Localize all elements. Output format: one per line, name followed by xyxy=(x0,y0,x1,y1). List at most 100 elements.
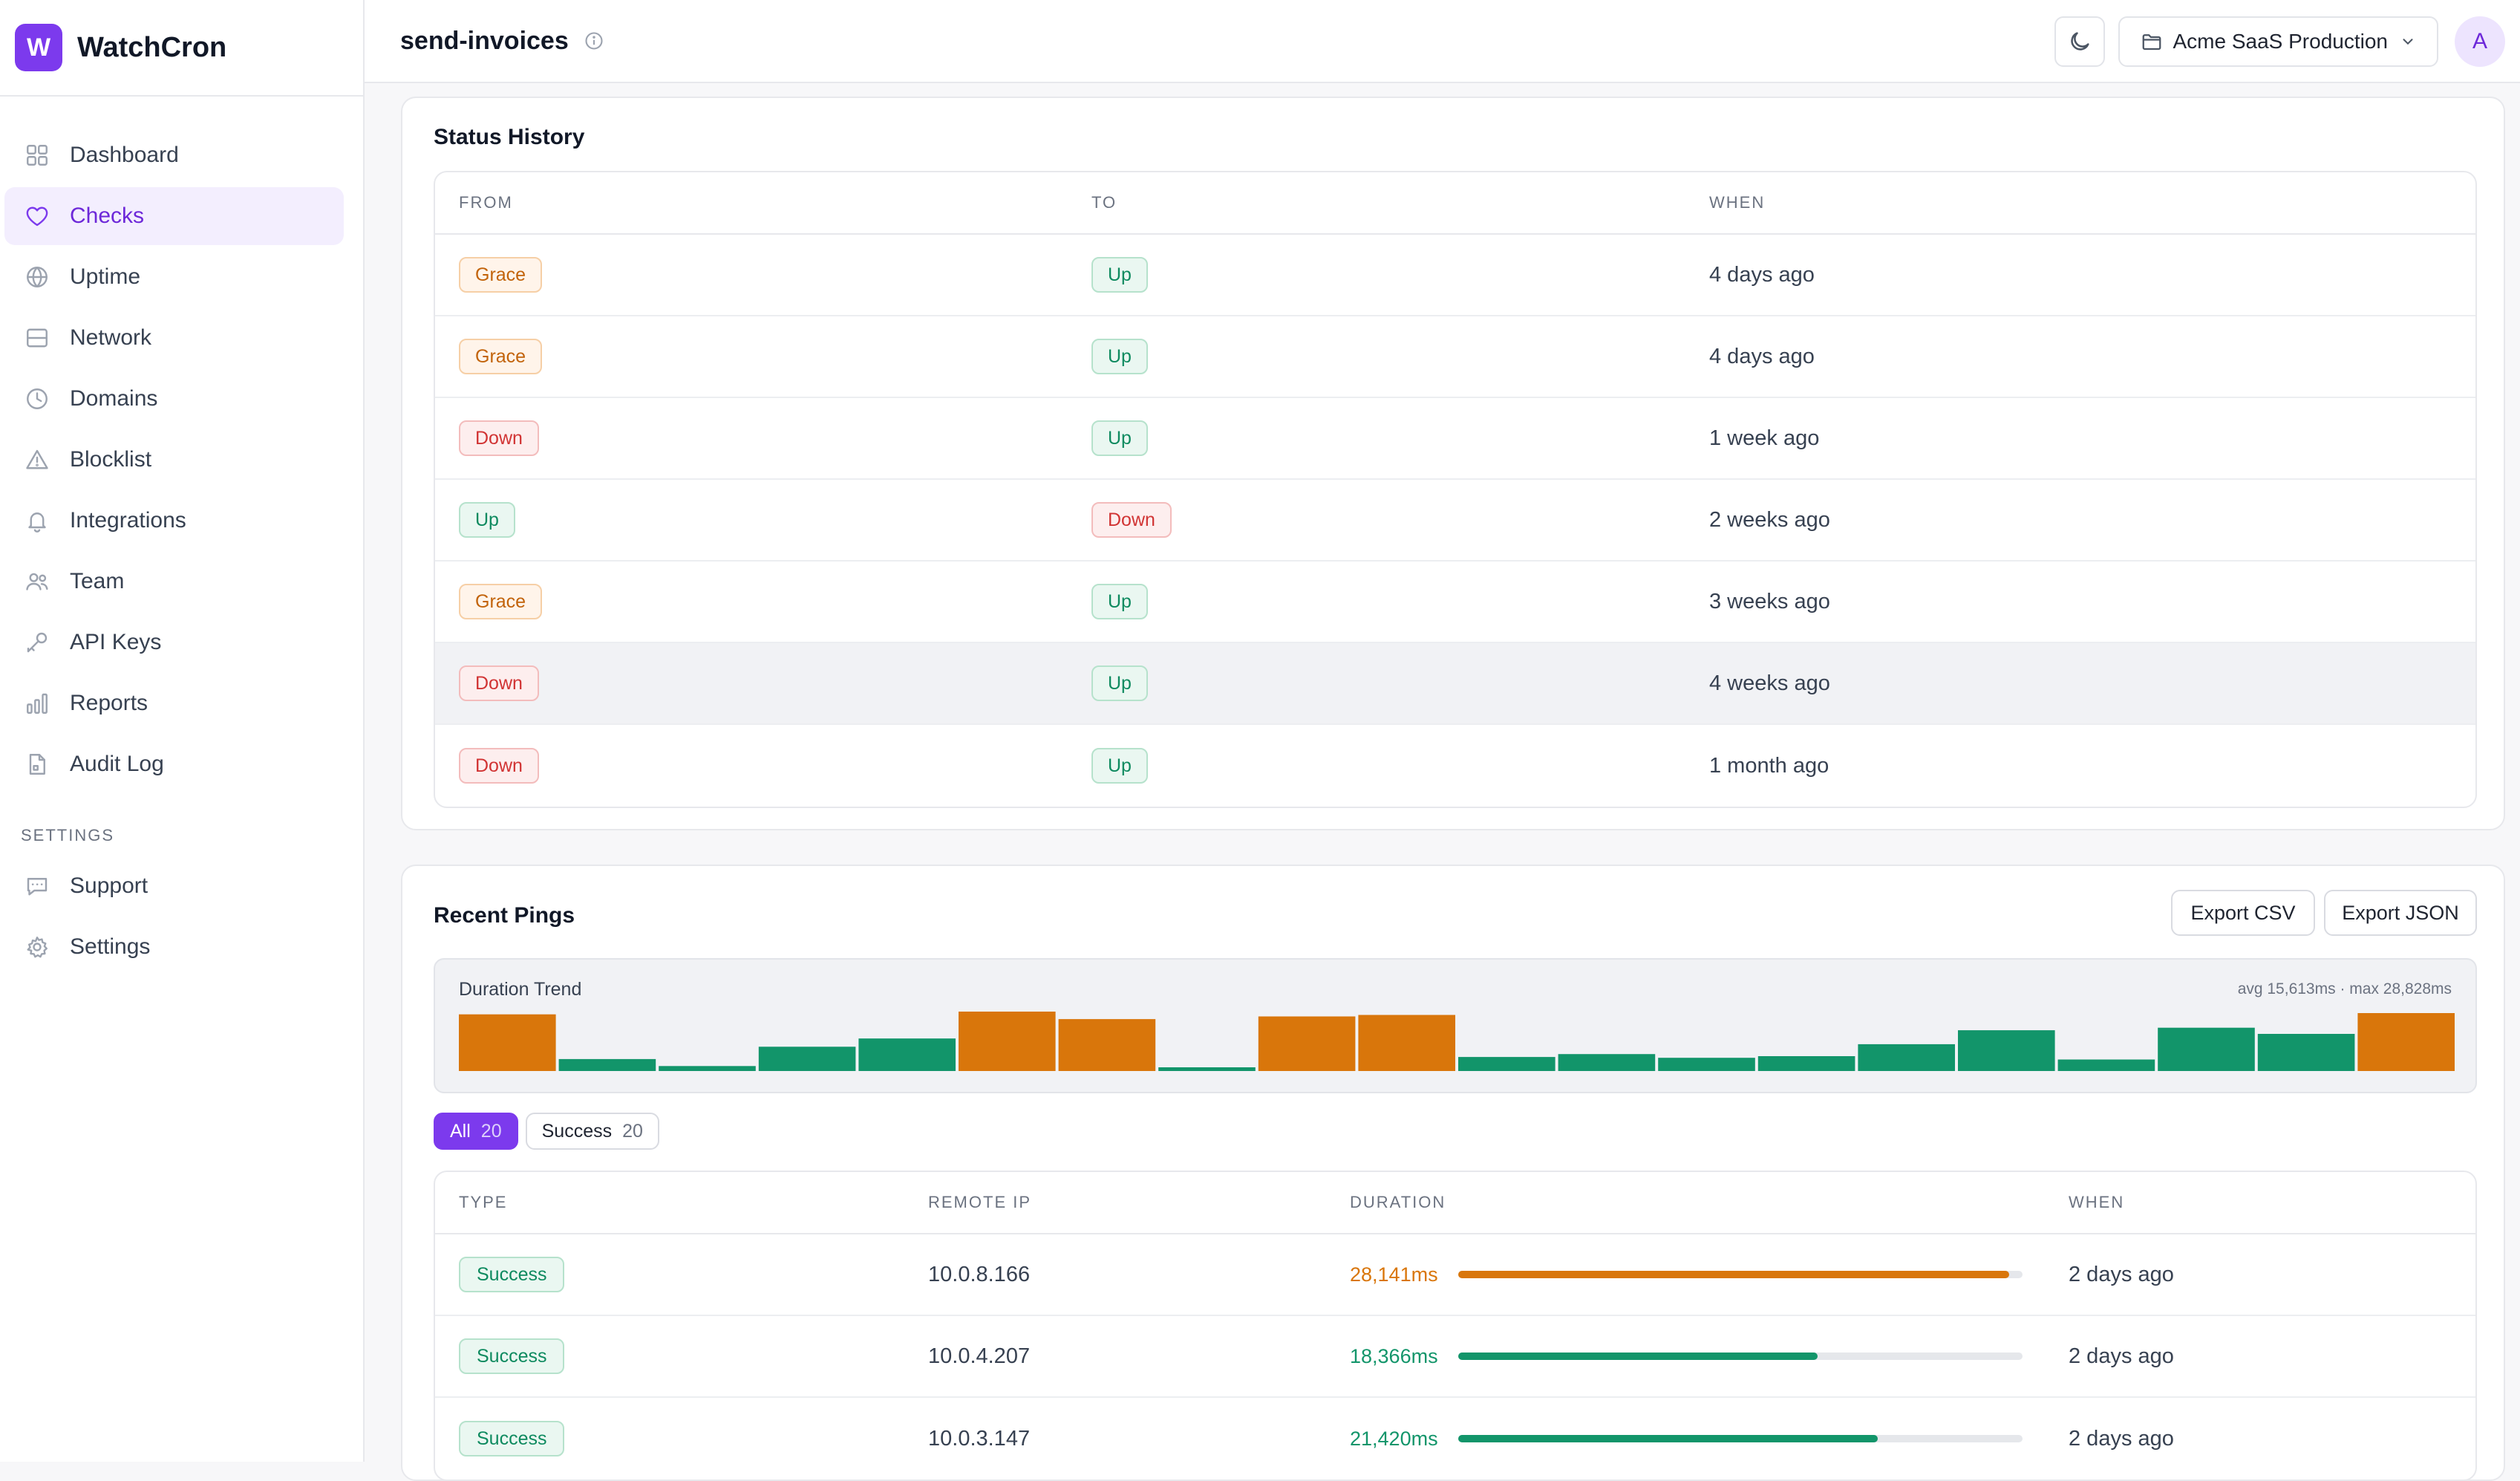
column-header-to: TO xyxy=(1091,193,1117,212)
status-to-badge: Up xyxy=(1091,257,1148,293)
filter-chip-label: All xyxy=(450,1120,471,1142)
duration-trend-bar[interactable] xyxy=(1458,1057,1556,1071)
sidebar-item-reports[interactable]: Reports xyxy=(4,674,344,732)
duration-trend-bar[interactable] xyxy=(1757,1056,1855,1071)
status-history-card: Status History FROM TO WHEN Grace Up 4 day… xyxy=(401,97,2505,830)
ping-remote-ip: 10.0.3.147 xyxy=(928,1426,1031,1451)
sidebar-item-label: Audit Log xyxy=(70,752,164,776)
export-json-button[interactable]: Export JSON xyxy=(2324,890,2477,936)
chat-icon xyxy=(22,871,52,901)
table-row[interactable]: Grace Up 3 weeks ago xyxy=(435,562,2475,643)
ping-duration: 21,420ms xyxy=(1350,1427,1438,1450)
status-to-badge: Up xyxy=(1091,339,1148,374)
settings-section-title: SETTINGS xyxy=(21,826,115,844)
duration-trend-bar[interactable] xyxy=(2057,1059,2155,1072)
sidebar-item-label: Settings xyxy=(70,934,151,959)
avatar[interactable]: A xyxy=(2455,16,2505,67)
filter-chip-success[interactable]: Success 20 xyxy=(525,1113,659,1150)
sidebar: W WatchCron Dashboard Checks Uptime Network… xyxy=(0,0,365,1462)
document-icon xyxy=(22,749,52,779)
top-header: send-invoices Acme SaaS Production A xyxy=(365,0,2520,83)
duration-trend-bar[interactable] xyxy=(858,1038,956,1071)
duration-trend-bar[interactable] xyxy=(1658,1058,1755,1071)
info-icon[interactable] xyxy=(584,30,604,51)
duration-trend-bar[interactable] xyxy=(2357,1013,2455,1071)
filter-chip-all[interactable]: All 20 xyxy=(434,1113,518,1150)
sidebar-item-settings[interactable]: Settings xyxy=(4,918,344,976)
ping-duration: 28,141ms xyxy=(1350,1263,1438,1286)
status-history-table: FROM TO WHEN Grace Up 4 days ago Grace Up 4 d… xyxy=(434,171,2477,808)
table-row[interactable]: Down Up 1 week ago xyxy=(435,398,2475,480)
duration-trend-bar[interactable] xyxy=(1158,1067,1256,1071)
sidebar-item-label: Integrations xyxy=(70,508,186,533)
sidebar-item-network[interactable]: Network xyxy=(4,309,344,367)
duration-trend-bar[interactable] xyxy=(2158,1027,2255,1071)
sidebar-item-dashboard[interactable]: Dashboard xyxy=(4,126,344,184)
duration-trend-bar[interactable] xyxy=(558,1058,656,1071)
sidebar-item-integrations[interactable]: Integrations xyxy=(4,492,344,550)
theme-toggle-button[interactable] xyxy=(2054,16,2105,67)
sidebar-item-label: Reports xyxy=(70,691,148,715)
ping-remote-ip: 10.0.8.166 xyxy=(928,1262,1031,1286)
settings-nav: Support Settings xyxy=(0,857,363,976)
table-row[interactable]: Down Up 4 weeks ago xyxy=(435,643,2475,725)
folder-icon xyxy=(2141,30,2163,53)
duration-trend-panel: Duration Trend avg 15,613ms · max 28,828… xyxy=(434,958,2477,1093)
duration-trend-bar[interactable] xyxy=(1258,1016,1356,1072)
sidebar-item-blocklist[interactable]: Blocklist xyxy=(4,431,344,489)
table-header: FROM TO WHEN xyxy=(435,172,2475,235)
duration-bar-fill xyxy=(1458,1271,2009,1278)
export-csv-button[interactable]: Export CSV xyxy=(2171,890,2315,936)
sidebar-item-label: Team xyxy=(70,569,125,593)
pings-table: TYPE REMOTE IP DURATION WHEN Success 10.0… xyxy=(434,1171,2477,1481)
ping-when: 2 days ago xyxy=(2069,1262,2174,1286)
sidebar-item-domains[interactable]: Domains xyxy=(4,370,344,428)
status-to-badge: Up xyxy=(1091,748,1148,784)
users-icon xyxy=(22,567,52,596)
sidebar-item-api-keys[interactable]: API Keys xyxy=(4,613,344,671)
table-row[interactable]: Success 10.0.4.207 18,366ms 2 days ago xyxy=(435,1316,2475,1398)
table-row[interactable]: Grace Up 4 days ago xyxy=(435,235,2475,316)
status-when: 4 days ago xyxy=(1709,344,1815,368)
table-row[interactable]: Up Down 2 weeks ago xyxy=(435,480,2475,562)
recent-pings-card: Recent Pings Export CSV Export JSON Dura… xyxy=(401,865,2505,1481)
sidebar-item-label: API Keys xyxy=(70,630,162,654)
duration-bar-track xyxy=(1458,1353,2023,1360)
status-history-title: Status History xyxy=(434,125,585,149)
sidebar-item-checks[interactable]: Checks xyxy=(4,187,344,245)
duration-trend-bar[interactable] xyxy=(1058,1019,1156,1071)
table-row[interactable]: Grace Up 4 days ago xyxy=(435,316,2475,398)
duration-trend-bar[interactable] xyxy=(1358,1015,1455,1072)
brand-logo: W xyxy=(15,24,62,71)
sidebar-item-uptime[interactable]: Uptime xyxy=(4,248,344,306)
brand[interactable]: W WatchCron xyxy=(0,0,363,97)
duration-trend-bar[interactable] xyxy=(1858,1044,1955,1071)
duration-trend-bar[interactable] xyxy=(758,1047,856,1071)
duration-trend-bar[interactable] xyxy=(959,1012,1056,1071)
ping-type-badge: Success xyxy=(459,1257,565,1292)
clock-icon xyxy=(22,384,52,414)
status-from-badge: Up xyxy=(459,502,515,538)
table-row[interactable]: Down Up 1 month ago xyxy=(435,725,2475,807)
sidebar-item-team[interactable]: Team xyxy=(4,553,344,611)
duration-trend-bar[interactable] xyxy=(2257,1034,2355,1071)
table-row[interactable]: Success 10.0.3.147 21,420ms 2 days ago xyxy=(435,1398,2475,1480)
page-title: send-invoices xyxy=(400,26,569,55)
sidebar-item-label: Uptime xyxy=(70,264,141,289)
sidebar-item-support[interactable]: Support xyxy=(4,857,344,915)
table-row[interactable]: Success 10.0.8.166 28,141ms 2 days ago xyxy=(435,1234,2475,1316)
status-when: 1 month ago xyxy=(1709,753,1829,778)
project-selector[interactable]: Acme SaaS Production xyxy=(2118,16,2438,67)
duration-trend-bar[interactable] xyxy=(1558,1054,1656,1071)
status-to-badge: Up xyxy=(1091,420,1148,456)
status-when: 4 days ago xyxy=(1709,262,1815,287)
ping-filters: All 20 Success 20 xyxy=(434,1113,667,1150)
ping-type-badge: Success xyxy=(459,1338,565,1374)
duration-trend-bar[interactable] xyxy=(1958,1030,2055,1071)
warning-icon xyxy=(22,445,52,475)
duration-trend-bar[interactable] xyxy=(659,1066,756,1071)
duration-trend-bar[interactable] xyxy=(459,1014,556,1071)
column-header-when: WHEN xyxy=(2069,1193,2125,1211)
sidebar-item-audit-log[interactable]: Audit Log xyxy=(4,735,344,793)
sidebar-item-label: Blocklist xyxy=(70,447,152,472)
